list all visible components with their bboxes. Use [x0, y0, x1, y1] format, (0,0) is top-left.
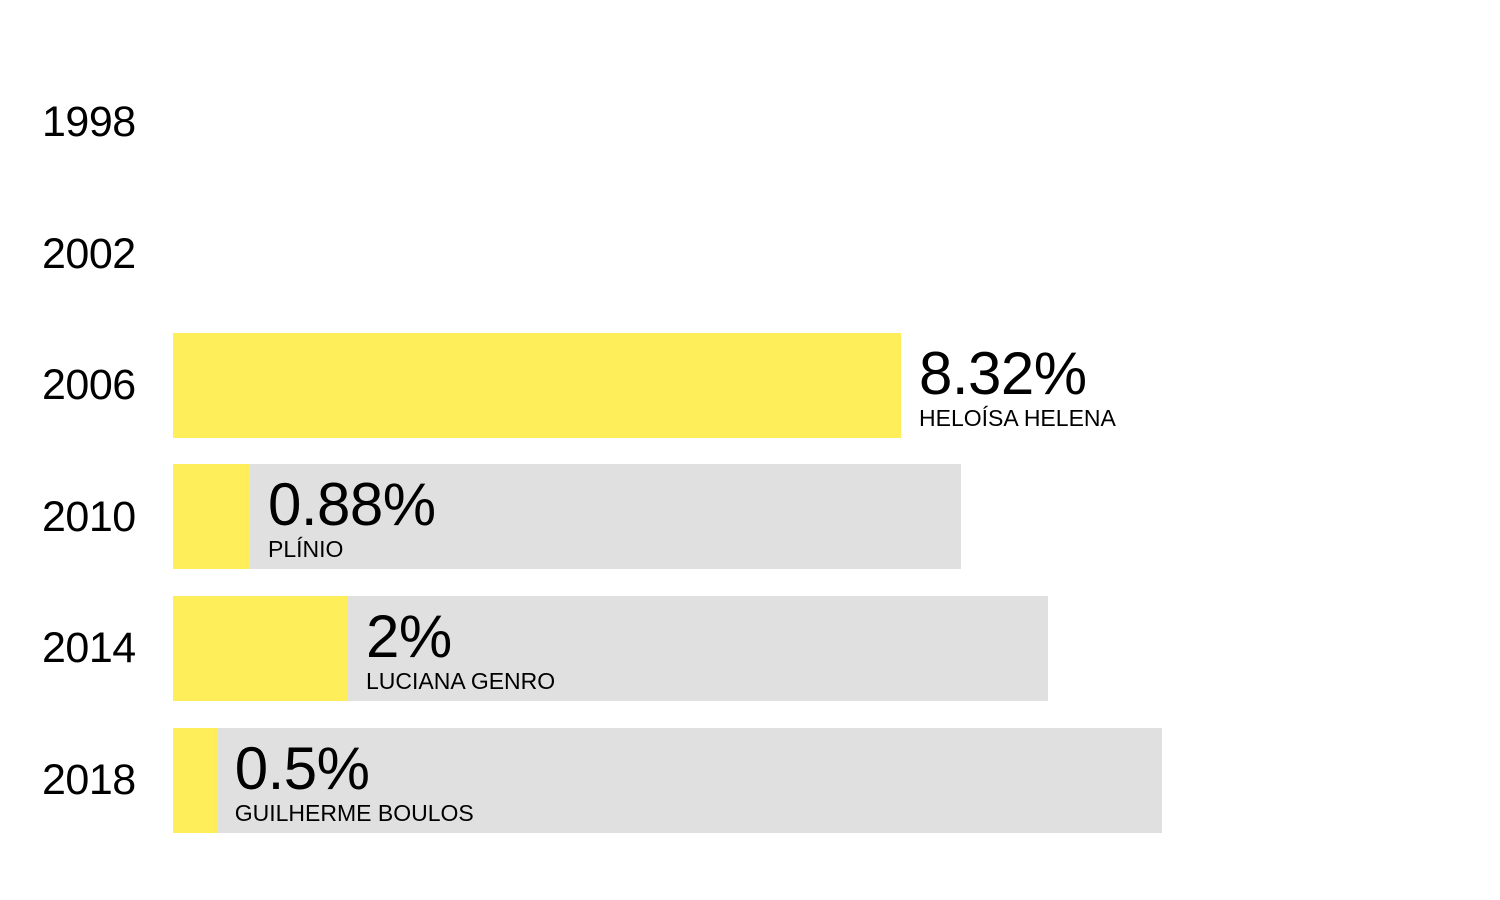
- bar-track: 8.32% HELOÍSA HELENA: [173, 332, 1116, 438]
- bar-value-fill: [173, 332, 901, 438]
- data-label-value: 0.88%: [268, 471, 436, 539]
- candidate-label: HELOÍSA HELENA: [919, 404, 1116, 431]
- candidate-label: LUCIANA GENRO: [366, 667, 556, 694]
- bar-value-fill: [173, 595, 348, 701]
- bar-value-fill: [173, 464, 250, 570]
- bar-track: 2% LUCIANA GENRO: [173, 595, 1048, 701]
- data-label-value: 0.5%: [234, 734, 370, 802]
- data-label-value: 8.32%: [919, 339, 1087, 407]
- bar-value-fill: [173, 727, 217, 833]
- candidate-label: GUILHERME BOULOS: [234, 799, 474, 826]
- year-label: 2010: [42, 492, 136, 541]
- candidate-label: PLÍNIO: [268, 536, 344, 563]
- data-label-value: 2%: [366, 602, 452, 670]
- year-label: 2014: [42, 624, 136, 673]
- year-label: 2006: [42, 361, 136, 410]
- year-label: 2002: [42, 229, 136, 278]
- bar-track: 0.5% GUILHERME BOULOS: [173, 727, 1162, 833]
- year-label: 2018: [42, 756, 136, 804]
- year-label: 1998: [42, 98, 136, 146]
- bar-track: 0.88% PLÍNIO: [173, 464, 961, 570]
